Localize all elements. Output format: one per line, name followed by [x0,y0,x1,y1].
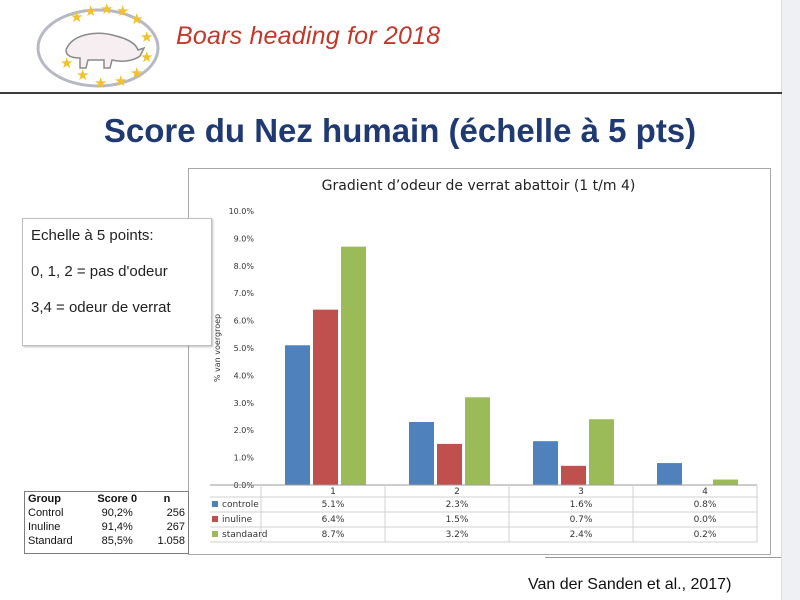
y-tick-label: 2.0% [234,426,255,435]
legend-swatch [212,501,218,507]
bar [713,479,738,485]
side-scroll-rail [781,0,800,600]
summary-row: Standard 85,5% 1.058 [25,534,188,548]
summary-cell: Inuline [28,521,61,533]
star-ring-icon: ★ ★ ★ ★ ★ ★ ★ ★ ★ ★ ★ ★ [60,2,153,90]
summary-table: Group Score 0 n Control 90,2% 256 Inulin… [24,491,189,554]
y-tick-label: 8.0% [234,262,255,271]
summary-header: n [163,493,171,505]
svg-text:★: ★ [114,72,127,90]
source-citation: Van der Sanden et al., 2017) [528,576,732,593]
summary-header: Group [28,493,61,505]
bar [409,421,434,485]
legend-label: standaard [222,530,267,540]
data-label: 2.4% [570,530,593,540]
summary-header: Score 0 [97,493,138,505]
note-line-1: Echelle à 5 points: [31,227,154,244]
svg-text:★: ★ [100,2,113,18]
data-label: 3.2% [446,530,469,540]
y-tick-label: 1.0% [234,454,255,463]
x-category-label: 1 [330,487,336,497]
summary-cell: Standard [28,535,73,547]
boar-logo: ★ ★ ★ ★ ★ ★ ★ ★ ★ ★ ★ ★ [36,2,160,90]
x-category-label: 3 [578,487,584,497]
data-label: 0.0% [694,515,717,525]
bar [437,443,462,485]
chart-title: Gradient d’odeur de verrat abattoir (1 t… [321,178,636,194]
summary-cell: 267 [166,521,185,533]
summary-cell: 91,4% [101,521,133,533]
data-label: 0.8% [694,500,717,510]
x-category-label: 4 [702,487,708,497]
svg-text:★: ★ [70,8,83,26]
header-divider [0,92,782,94]
svg-text:★: ★ [94,74,107,90]
y-tick-label: 6.0% [234,317,255,326]
svg-text:★: ★ [130,64,143,82]
summary-cell: 256 [166,507,185,519]
svg-text:★: ★ [140,48,153,66]
data-label: 6.4% [322,515,345,525]
page-title: Score du Nez humain (échelle à 5 pts) [103,112,697,149]
y-tick-label: 7.0% [234,289,255,298]
bar [657,463,682,485]
bar [465,397,490,485]
summary-header-row: Group Score 0 n [25,492,188,506]
svg-text:★: ★ [60,54,73,72]
legend-label: controle [222,500,259,510]
data-label: 0.2% [694,530,717,540]
svg-text:★: ★ [140,28,153,46]
note-line-3: 3,4 = odeur de verrat [31,299,171,316]
summary-cell: 85,5% [101,535,133,547]
legend-swatch [212,516,218,522]
brand-text: Boars heading for 2018 [176,22,441,50]
legend-label: inuline [222,515,253,525]
data-label: 5.1% [322,500,345,510]
data-label: 0.7% [570,515,593,525]
svg-text:★: ★ [76,66,89,84]
y-tick-label: 3.0% [234,399,255,408]
data-label: 1.5% [446,515,469,525]
svg-text:★: ★ [130,10,143,28]
source-divider [545,557,781,558]
y-tick-label: 4.0% [234,371,255,380]
bar [341,246,366,485]
data-label: 2.3% [446,500,469,510]
x-category-label: 2 [454,487,460,497]
svg-text:★: ★ [84,2,97,20]
y-tick-label: 9.0% [234,234,255,243]
summary-row: Inuline 91,4% 267 [25,520,188,534]
summary-cell: 90,2% [101,507,133,519]
data-label: 8.7% [322,530,345,540]
y-axis-label: % van voergroep [213,314,222,382]
legend-swatch [212,531,218,537]
y-tick-label: 10.0% [229,207,255,216]
svg-text:★: ★ [116,2,129,20]
bar [313,309,338,485]
notes-box: Echelle à 5 points: 0, 1, 2 = pas d'odeu… [22,218,212,346]
bar [285,345,310,485]
note-line-2: 0, 1, 2 = pas d'odeur [31,263,168,280]
bar [589,419,614,485]
summary-cell: 1.058 [157,535,185,547]
y-tick-label: 5.0% [234,344,255,353]
summary-cell: Control [28,507,64,519]
data-label: 1.6% [570,500,593,510]
summary-row: Control 90,2% 256 [25,506,188,520]
bar [561,465,586,485]
bar [533,441,558,485]
